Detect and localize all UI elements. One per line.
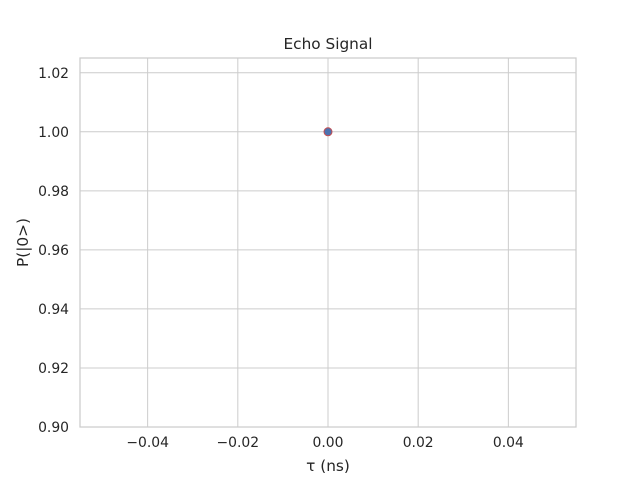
x-tick-label: 0.00 bbox=[313, 435, 344, 451]
plot-frame bbox=[79, 57, 577, 428]
x-tick-label: −0.04 bbox=[126, 435, 169, 451]
y-tick-label: 0.96 bbox=[38, 243, 69, 259]
x-tick-label: 0.04 bbox=[493, 435, 524, 451]
y-tick-label: 0.90 bbox=[38, 420, 69, 436]
y-tick-label: 1.00 bbox=[38, 125, 69, 141]
y-tick-labels: 0.90 0.92 0.94 0.96 0.98 1.00 1.02 bbox=[38, 66, 69, 436]
chart-title: Echo Signal bbox=[284, 35, 373, 53]
y-tick-label: 0.98 bbox=[38, 184, 69, 200]
y-tick-label: 0.92 bbox=[38, 361, 69, 377]
y-tick-label: 1.02 bbox=[38, 66, 69, 82]
x-grid-lines bbox=[147, 58, 509, 427]
y-tick-label: 0.94 bbox=[38, 302, 69, 318]
x-axis-label: τ (ns) bbox=[306, 457, 350, 475]
y-axis-label: P(|0>) bbox=[14, 218, 32, 267]
data-points bbox=[323, 127, 333, 137]
x-tick-label: 0.02 bbox=[403, 435, 434, 451]
x-tick-label: −0.02 bbox=[217, 435, 260, 451]
data-point bbox=[323, 127, 333, 137]
x-tick-labels: −0.04 −0.02 0.00 0.02 0.04 bbox=[126, 435, 524, 451]
